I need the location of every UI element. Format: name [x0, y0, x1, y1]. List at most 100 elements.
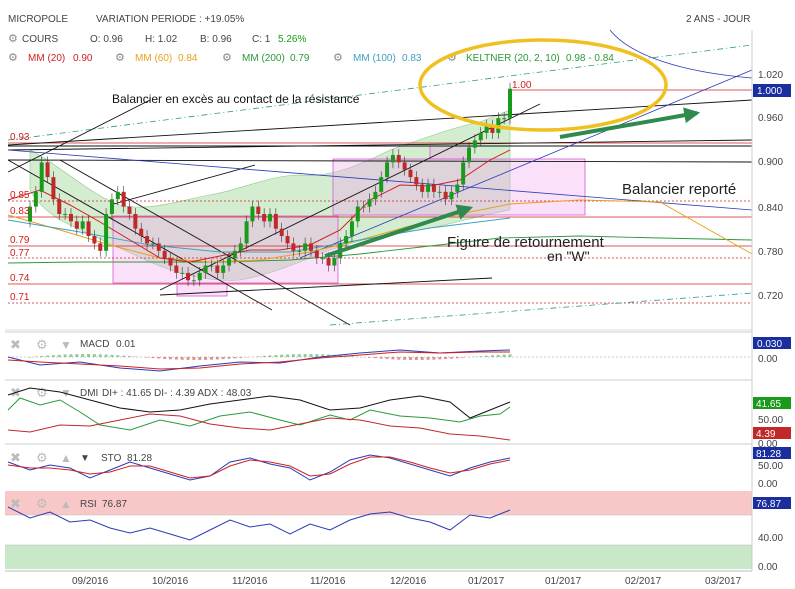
macd-histogram-bar: [215, 357, 219, 360]
rsi-axis-40: 40.00: [758, 533, 783, 544]
gear-icon[interactable]: ⚙: [36, 450, 48, 465]
sto-badge: [753, 447, 791, 459]
macd-histogram-bar: [256, 356, 260, 357]
macd-histogram-bar: [204, 357, 208, 360]
candle-up: [39, 162, 44, 192]
macd-histogram-bar: [385, 357, 389, 360]
macd-histogram-bar: [168, 357, 172, 360]
arrow-up-icon[interactable]: ▲: [60, 451, 72, 465]
close-icon[interactable]: ✖: [10, 496, 21, 511]
macd-histogram-bar: [286, 354, 290, 357]
candle-up: [508, 88, 512, 119]
svg-text:0.960: 0.960: [758, 113, 783, 124]
arrow-down-icon[interactable]: ▼: [60, 338, 72, 352]
sto-d-line: [7, 456, 511, 479]
annotation-figure-line1: Figure de retournement: [447, 234, 605, 251]
macd-histogram-bar: [221, 357, 225, 360]
macd-histogram-bar: [110, 354, 114, 357]
gear-icon[interactable]: ⚙: [36, 496, 48, 511]
macd-histogram-bar: [81, 354, 85, 357]
candle-down: [396, 155, 401, 163]
legend-open: O: 0.96: [90, 34, 123, 45]
macd-histogram-bar: [496, 354, 500, 357]
arrow-up-icon: [324, 204, 474, 258]
macd-histogram-bar: [268, 355, 272, 357]
macd-histogram-bar: [274, 355, 278, 357]
svg-text:0.900: 0.900: [758, 157, 783, 168]
dmi-plus-badge: [753, 397, 791, 409]
candle-down: [186, 272, 191, 281]
x-tick: 12/2016: [390, 576, 427, 587]
candle-up: [221, 265, 226, 273]
macd-histogram-bar: [438, 357, 442, 360]
candle-down: [285, 236, 290, 244]
gear-icon[interactable]: ⚙: [447, 52, 457, 64]
candle-up: [232, 250, 237, 259]
arrow-up-icon[interactable]: ▲: [60, 497, 72, 511]
legend-low: B: 0.96: [200, 34, 232, 45]
gear-icon[interactable]: ⚙: [8, 33, 18, 45]
macd-histogram-bar: [297, 354, 301, 357]
macd-histogram-bar: [350, 356, 354, 357]
macd-histogram-bar: [87, 354, 91, 357]
macd-histogram-bar: [321, 354, 325, 357]
macd-histogram-bar: [180, 357, 184, 360]
candle-down: [431, 184, 436, 192]
left-level-labels: 0.93 0.85 0.83 0.79 0.77 0.74 0.71 1.00: [10, 80, 532, 303]
macd-histogram-bar: [391, 357, 395, 360]
sto-arrow-down-icon[interactable]: ▼: [80, 453, 90, 464]
rsi-oversold-zone: [5, 545, 752, 569]
macd-histogram-bar: [116, 355, 120, 357]
macd-histogram-bar: [444, 357, 448, 360]
x-tick: 10/2016: [152, 576, 189, 587]
macd-histogram-bar: [309, 354, 313, 357]
legend-mm20: MM (20): [28, 53, 65, 64]
candle-up: [478, 132, 483, 141]
period-label[interactable]: 2 ANS - JOUR: [686, 14, 750, 25]
macd-histogram-bar: [315, 354, 319, 357]
candle-down: [402, 162, 407, 170]
macd-histogram-bar: [174, 357, 178, 360]
macd-histogram-bar: [151, 357, 155, 359]
gear-icon[interactable]: ⚙: [36, 385, 48, 400]
gear-icon[interactable]: ⚙: [115, 52, 125, 64]
macd-panel: ✖ ⚙ ▼ MACD 0.01 0.030 0.00: [5, 331, 791, 372]
gear-icon[interactable]: ⚙: [36, 337, 48, 352]
rsi-label: RSI: [80, 499, 97, 510]
macd-histogram-bar: [508, 354, 512, 357]
arrow-down-icon[interactable]: ▼: [60, 386, 72, 400]
legend-row-1: ⚙ COURS O: 0.96 H: 1.02 B: 0.96 C: 1 5.2…: [8, 33, 306, 45]
legend-close: C: 1: [252, 34, 271, 45]
resistance-highlight-ellipse: [418, 38, 668, 132]
svg-text:0.840: 0.840: [758, 203, 783, 214]
rsi-badge-value: 76.87: [756, 499, 781, 510]
gear-icon[interactable]: ⚙: [333, 52, 343, 64]
pink-zone-2: [176, 282, 228, 297]
candle-down: [139, 228, 144, 237]
arrow-up-icon: [559, 107, 701, 139]
legend-mm200-value: 0.79: [290, 53, 310, 64]
macd-histogram-bar: [368, 357, 372, 358]
adx-line: [7, 387, 511, 419]
macd-histogram-bar: [145, 357, 149, 358]
legend-keltner-value: 0.98 - 0.84: [566, 53, 614, 64]
svg-text:1.00: 1.00: [512, 80, 532, 91]
legend-mm60: MM (60): [135, 53, 172, 64]
close-icon[interactable]: ✖: [10, 450, 21, 465]
macd-histogram-bar: [75, 354, 79, 357]
gear-icon[interactable]: ⚙: [8, 52, 18, 64]
macd-histogram-bar: [128, 356, 132, 357]
macd-signal-line: [7, 351, 510, 370]
macd-histogram-bar: [63, 354, 67, 357]
macd-histogram-bar: [403, 357, 407, 360]
candle-up: [191, 280, 196, 282]
candle-up: [244, 221, 249, 244]
sto-axis-0: 0.00: [758, 479, 778, 490]
macd-histogram-bar: [262, 355, 266, 357]
close-icon[interactable]: ✖: [10, 337, 21, 352]
macd-histogram-bar: [40, 356, 44, 357]
candle-down: [291, 243, 296, 251]
macd-value: 0.01: [116, 339, 136, 350]
gear-icon[interactable]: ⚙: [222, 52, 232, 64]
macd-axis-0: 0.00: [758, 354, 778, 365]
